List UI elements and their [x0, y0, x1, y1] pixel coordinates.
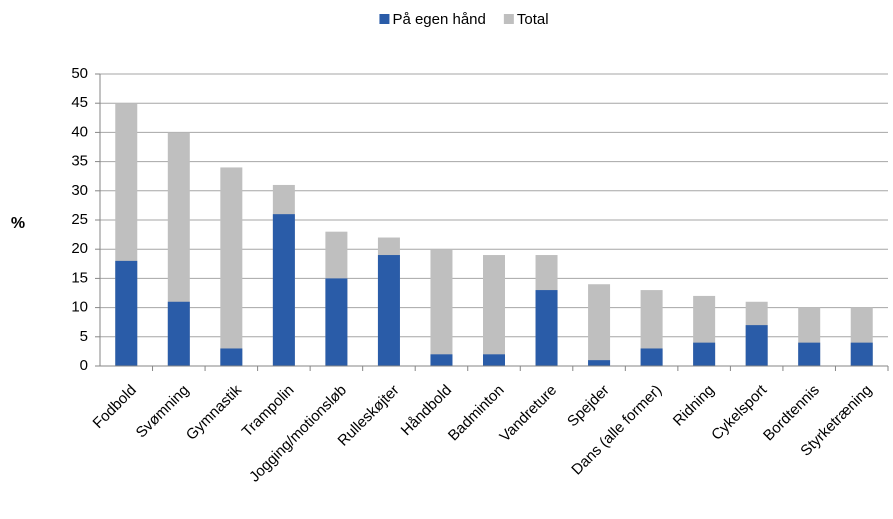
bar	[535, 290, 558, 366]
bar	[693, 342, 716, 366]
y-tick-label: 50	[71, 65, 88, 82]
bar	[483, 255, 505, 366]
bar	[798, 342, 821, 366]
bar	[377, 255, 400, 366]
y-tick-label: 0	[80, 357, 88, 374]
bar	[588, 284, 611, 366]
bar	[220, 348, 243, 366]
bar	[430, 354, 453, 366]
x-tick-label: Dans (alle former)	[568, 382, 665, 479]
legend-label: Total	[517, 11, 549, 28]
x-tick-label: Ridning	[670, 382, 718, 430]
bar	[115, 260, 138, 366]
y-tick-label: 15	[71, 269, 88, 286]
bar	[220, 167, 243, 366]
bar	[588, 360, 611, 366]
bar	[850, 342, 873, 366]
bar	[167, 301, 190, 366]
bar	[272, 214, 295, 366]
y-axis-label: %	[11, 215, 25, 232]
y-tick-label: 35	[71, 153, 88, 170]
bar	[430, 249, 453, 366]
x-tick-label: Spejder	[564, 382, 613, 431]
x-tick-label: Jogging/motionsløb	[246, 382, 350, 486]
y-tick-label: 5	[80, 328, 88, 345]
x-tick-label: Vandreture	[496, 382, 560, 446]
legend-swatch	[503, 14, 514, 24]
bar	[640, 348, 663, 366]
y-tick-label: 45	[71, 94, 88, 111]
y-tick-label: 10	[71, 299, 88, 316]
bar	[745, 325, 768, 366]
legend-swatch	[379, 14, 390, 24]
bar	[483, 354, 505, 366]
bar	[640, 290, 663, 366]
bar	[325, 278, 348, 366]
legend: På egen hånd Total	[379, 11, 549, 28]
x-tick-label: Fodbold	[90, 382, 140, 432]
x-tick-label: Gymnastik	[183, 381, 245, 443]
y-tick-label: 30	[71, 182, 88, 199]
y-tick-label: 25	[71, 211, 88, 228]
y-tick-label: 40	[71, 123, 88, 140]
legend-label: På egen hånd	[392, 11, 485, 28]
y-tick-label: 20	[71, 240, 88, 257]
